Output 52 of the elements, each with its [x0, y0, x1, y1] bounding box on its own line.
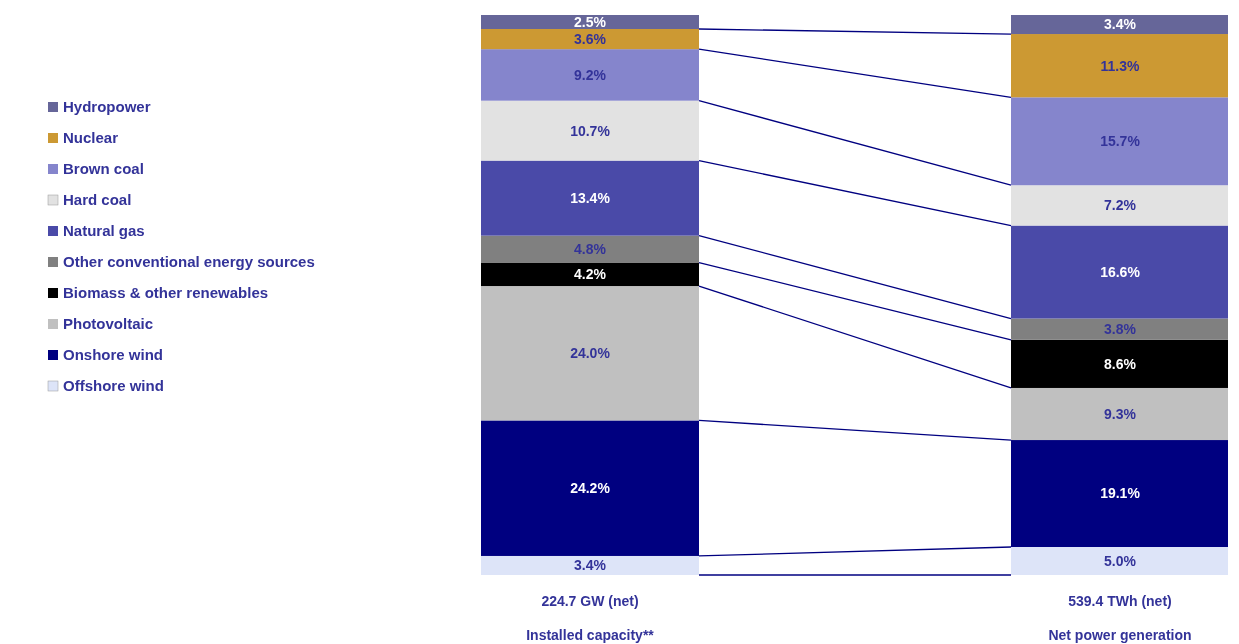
legend-label: Other conventional energy sources	[63, 253, 315, 270]
data-label: 16.6%	[1100, 263, 1141, 280]
legend-label: Hydropower	[63, 98, 151, 115]
bar	[481, 160, 699, 236]
bar	[1011, 440, 1228, 547]
legend-label: Brown coal	[63, 160, 144, 177]
bar	[481, 555, 699, 575]
bar	[481, 100, 699, 161]
data-label: 13.4%	[570, 190, 611, 207]
bar	[481, 420, 699, 556]
legend-label: Hard coal	[63, 191, 132, 208]
data-label: 19.1%	[1100, 485, 1141, 502]
bar	[481, 15, 699, 29]
data-label: 8.6%	[1104, 355, 1137, 372]
bar	[1011, 387, 1228, 441]
bar	[481, 262, 699, 287]
legend-label: Nuclear	[63, 129, 119, 146]
bar	[1011, 15, 1228, 35]
category-label: 224.7 GW (net) Installed capacity**	[526, 593, 654, 643]
bar	[1011, 97, 1228, 186]
data-label: 24.0%	[570, 345, 611, 362]
data-label: 4.2%	[574, 266, 607, 283]
data-label: 9.2%	[574, 66, 607, 83]
legend-label: Biomass & other renewables	[63, 284, 269, 301]
legend-label: Natural gas	[63, 222, 145, 239]
data-label: 10.7%	[570, 122, 611, 139]
legend-label: Photovoltaic	[63, 315, 154, 332]
data-label: 24.2%	[570, 480, 611, 497]
data-label: 3.6%	[574, 30, 607, 47]
bar	[481, 29, 699, 50]
data-label: 4.8%	[574, 240, 607, 257]
bar	[1011, 547, 1228, 575]
bar	[481, 286, 699, 421]
bar	[1011, 34, 1228, 98]
data-label: 5.0%	[1104, 552, 1137, 569]
legend-label: Onshore wind	[63, 346, 164, 363]
data-label: 3.4%	[574, 557, 607, 574]
data-label: 2.5%	[574, 13, 607, 30]
bar	[1011, 318, 1228, 340]
data-label: 11.3%	[1100, 57, 1141, 74]
data-label: 9.3%	[1104, 405, 1137, 422]
data-label: 3.4%	[1104, 16, 1137, 33]
data-label: 3.8%	[1104, 321, 1137, 338]
data-label: 7.2%	[1104, 197, 1137, 214]
category-label: 539.4 TWh (net) Net power generation	[1048, 593, 1192, 643]
legend-label: Offshore wind	[63, 377, 164, 394]
bar	[481, 235, 699, 263]
bar	[1011, 339, 1228, 388]
data-label: 15.7%	[1100, 133, 1141, 150]
bar	[1011, 225, 1228, 319]
bar	[1011, 185, 1228, 226]
bar	[481, 49, 699, 101]
